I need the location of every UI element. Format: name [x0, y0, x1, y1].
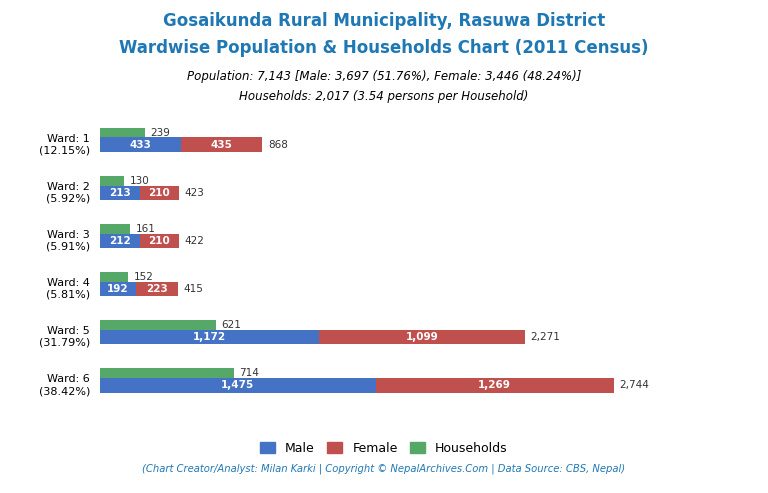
Text: 130: 130 [130, 176, 150, 186]
Bar [100, 176, 124, 185]
Text: Wardwise Population & Households Chart (2011 Census): Wardwise Population & Households Chart (… [119, 39, 649, 58]
Bar [100, 330, 319, 345]
Text: 422: 422 [184, 236, 204, 246]
Text: 192: 192 [107, 284, 128, 294]
Bar [100, 320, 216, 330]
Bar [376, 378, 614, 392]
Bar [181, 138, 263, 152]
Text: 2,744: 2,744 [619, 380, 649, 390]
Legend: Male, Female, Households: Male, Female, Households [255, 437, 513, 459]
Text: (Chart Creator/Analyst: Milan Karki | Copyright © NepalArchives.Com | Data Sourc: (Chart Creator/Analyst: Milan Karki | Co… [142, 464, 626, 474]
Text: 433: 433 [130, 140, 151, 149]
Bar [140, 185, 179, 200]
Bar [100, 368, 233, 378]
Text: 223: 223 [146, 284, 167, 294]
Bar [136, 282, 177, 296]
Text: 621: 621 [222, 320, 242, 330]
Text: 1,172: 1,172 [193, 332, 226, 342]
Text: 161: 161 [136, 224, 155, 234]
Text: 1,099: 1,099 [406, 332, 439, 342]
Bar [100, 234, 140, 248]
Text: 210: 210 [148, 188, 170, 198]
Text: 2,271: 2,271 [531, 332, 561, 342]
Bar [140, 234, 179, 248]
Text: 239: 239 [151, 128, 170, 138]
Bar [100, 138, 181, 152]
Text: 435: 435 [210, 140, 233, 149]
Text: Gosaikunda Rural Municipality, Rasuwa District: Gosaikunda Rural Municipality, Rasuwa Di… [163, 12, 605, 31]
Bar [319, 330, 525, 345]
Bar [100, 185, 140, 200]
Text: 423: 423 [184, 188, 204, 198]
Text: Households: 2,017 (3.54 persons per Household): Households: 2,017 (3.54 persons per Hous… [240, 90, 528, 103]
Text: 868: 868 [268, 140, 288, 149]
Text: 212: 212 [109, 236, 131, 246]
Text: Population: 7,143 [Male: 3,697 (51.76%), Female: 3,446 (48.24%)]: Population: 7,143 [Male: 3,697 (51.76%),… [187, 70, 581, 83]
Bar [100, 224, 130, 234]
Bar [100, 378, 376, 392]
Bar [100, 272, 128, 282]
Text: 1,269: 1,269 [478, 380, 511, 390]
Text: 714: 714 [239, 368, 259, 378]
Text: 1,475: 1,475 [221, 380, 254, 390]
Bar [100, 282, 136, 296]
Text: 152: 152 [134, 272, 154, 282]
Text: 210: 210 [148, 236, 170, 246]
Bar [100, 128, 144, 138]
Text: 415: 415 [183, 284, 203, 294]
Text: 213: 213 [109, 188, 131, 198]
